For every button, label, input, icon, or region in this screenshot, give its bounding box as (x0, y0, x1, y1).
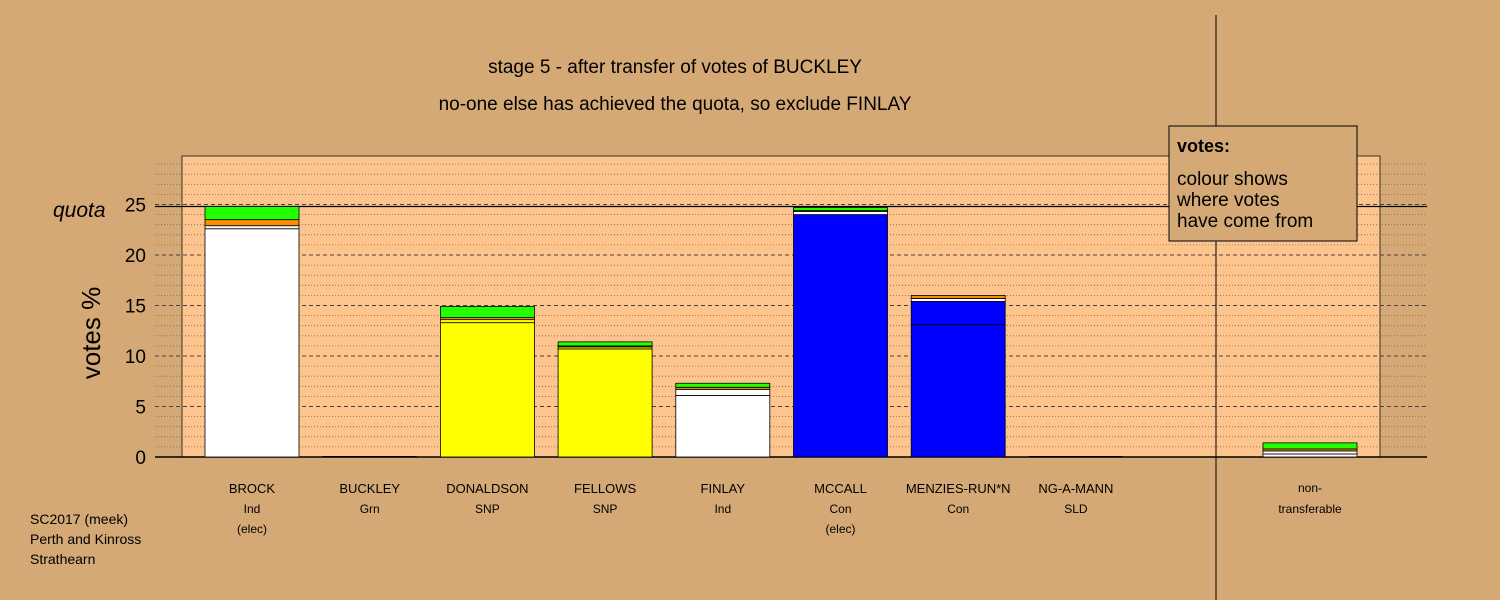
bar-brock-segment (204, 206, 300, 221)
candidate-status: (elec) (237, 522, 267, 536)
bar-mccall-segment (793, 211, 888, 216)
bar-mccall-segment (793, 207, 888, 211)
bar-donaldson-segment (439, 322, 535, 458)
candidate-name: BROCK (229, 481, 276, 496)
footer: SC2017 (meek) Perth and Kinross Strathea… (30, 509, 141, 569)
legend-text: have come from (1177, 211, 1313, 232)
candidate-party: Con (947, 502, 969, 516)
bar-menzies-run-n-segment (910, 298, 1006, 302)
candidate-name: FELLOWS (574, 481, 636, 496)
candidate-party: Ind (244, 502, 261, 516)
y-tick-label: 5 (135, 398, 146, 419)
chart-subtitle: no-one else has achieved the quota, so e… (439, 94, 912, 115)
candidate-party: SNP (475, 502, 500, 516)
y-axis-label: votes % (76, 287, 106, 380)
legend-text: colour shows (1177, 169, 1288, 190)
legend-title: votes: (1177, 136, 1230, 156)
y-tick-label: 25 (125, 196, 146, 217)
bar-menzies-run-n-segment (910, 324, 1006, 458)
bar-mccall-segment (793, 214, 888, 458)
bar-donaldson-segment (439, 306, 535, 319)
candidate-party: SNP (593, 502, 618, 516)
candidate-party: Grn (360, 502, 380, 516)
candidate-name: BUCKLEY (339, 481, 400, 496)
nontransferable-label: transferable (1278, 502, 1342, 516)
chart-title: stage 5 - after transfer of votes of BUC… (488, 57, 862, 78)
footer-council: Perth and Kinross (30, 531, 142, 547)
candidate-name: DONALDSON (446, 481, 528, 496)
bar-brock-segment (204, 225, 300, 230)
bar-finlay-segment (675, 394, 771, 458)
quota-label: quota (53, 199, 106, 222)
bar-brock-segment (204, 219, 300, 227)
y-tick-label: 0 (135, 448, 146, 469)
candidate-party: Con (829, 502, 851, 516)
nontransferable-label: non- (1298, 481, 1322, 495)
candidate-name: NG-A-MANN (1038, 481, 1113, 496)
legend-box (1168, 125, 1358, 242)
y-tick-label: 20 (125, 246, 146, 267)
candidate-party: Ind (714, 502, 731, 516)
candidate-name: MENZIES-RUN*N (906, 481, 1011, 496)
bar-fellows-segment (557, 341, 653, 347)
footer-election: SC2017 (meek) (30, 511, 129, 527)
bar-brock-segment (204, 228, 300, 458)
legend-text: where votes (1176, 190, 1279, 211)
candidate-status: (elec) (825, 522, 855, 536)
y-tick-label: 15 (125, 297, 146, 318)
candidate-name: FINLAY (701, 481, 746, 496)
bar-menzies-run-n-segment (910, 301, 1006, 326)
bar-finlay-segment (675, 388, 771, 396)
bar-fellows-segment (557, 348, 653, 458)
y-tick-label: 10 (125, 347, 146, 368)
candidate-party: SLD (1064, 502, 1088, 516)
bar-donaldson-segment (439, 319, 535, 324)
bar-nontransferable-segment (1262, 453, 1358, 458)
candidate-name: MCCALL (814, 481, 867, 496)
bar-nontransferable-segment (1262, 450, 1358, 455)
bar-finlay-segment (675, 382, 771, 388)
bar-menzies-run-n-segment (910, 294, 1006, 299)
bar-nontransferable-segment (1262, 442, 1358, 450)
footer-ward: Strathearn (30, 551, 96, 567)
